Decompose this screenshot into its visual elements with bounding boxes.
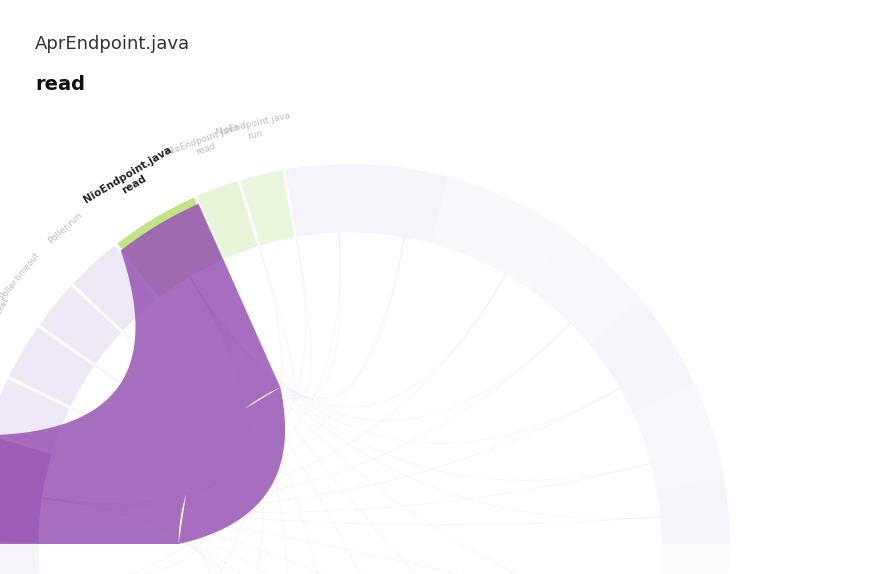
Text: NioEndpoint.java
read: NioEndpoint.java read [82, 144, 180, 215]
Polygon shape [620, 544, 730, 574]
Text: Poller.timeout: Poller.timeout [0, 251, 41, 301]
Polygon shape [284, 164, 449, 243]
Polygon shape [0, 435, 52, 542]
Polygon shape [117, 197, 222, 298]
Polygon shape [0, 204, 285, 544]
Polygon shape [197, 181, 258, 259]
Polygon shape [589, 300, 695, 412]
Polygon shape [74, 246, 157, 331]
Text: read: read [35, 75, 85, 94]
Polygon shape [529, 232, 641, 344]
Text: AprEndpoint.java: AprEndpoint.java [35, 35, 190, 53]
Polygon shape [431, 177, 568, 289]
Polygon shape [0, 379, 69, 452]
Polygon shape [241, 170, 294, 246]
Text: NioEndpoint.java
read: NioEndpoint.java read [165, 122, 244, 166]
Polygon shape [39, 286, 121, 364]
Polygon shape [657, 478, 730, 544]
Text: NioEndpoint.java
run: NioEndpoint.java run [215, 111, 294, 148]
Text: Poller.run: Poller.run [46, 210, 84, 245]
Text: AprEndpoint.java
downloadBucket: AprEndpoint.java downloadBucket [0, 289, 12, 361]
Polygon shape [632, 383, 724, 490]
Polygon shape [9, 327, 94, 406]
Polygon shape [0, 544, 80, 574]
